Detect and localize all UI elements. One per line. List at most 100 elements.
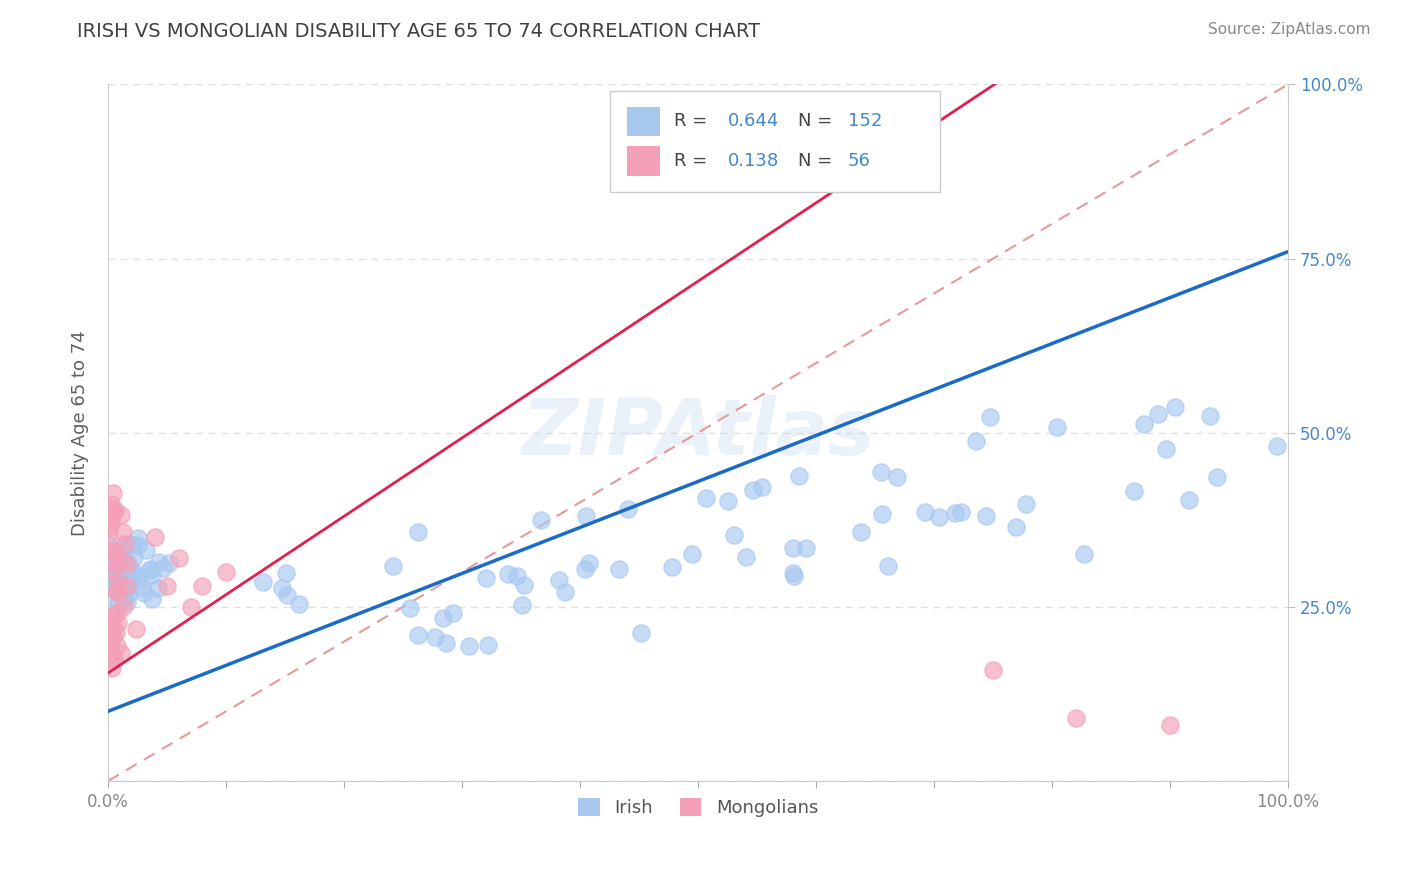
Point (1064, 711, 1087, 725)
Point (1014, 497, 1036, 511)
Point (554, 585, 576, 599)
Point (914, 505, 936, 519)
Point (496, 567, 519, 582)
Point (107, 615, 129, 630)
Point (100, 644, 122, 658)
Point (127, 568, 149, 582)
Point (751, 480, 773, 494)
Text: ZIPAtlas: ZIPAtlas (522, 395, 875, 471)
Point (1206, 469, 1229, 483)
Point (782, 566, 804, 580)
Point (1045, 420, 1067, 434)
Point (100, 502, 122, 516)
Point (1133, 417, 1156, 432)
Point (510, 598, 533, 612)
Point (1198, 409, 1220, 423)
Point (98, 563, 121, 577)
Point (717, 494, 740, 508)
Point (117, 574, 139, 589)
Point (103, 486, 125, 500)
Point (783, 569, 806, 583)
Point (124, 565, 146, 579)
Point (1159, 718, 1181, 732)
Point (575, 508, 598, 523)
Point (98, 552, 121, 566)
Point (104, 573, 127, 587)
Point (609, 562, 631, 576)
Point (101, 557, 124, 571)
Point (101, 555, 124, 569)
Point (115, 568, 138, 582)
Point (104, 544, 127, 558)
Point (121, 538, 143, 552)
Point (107, 599, 129, 613)
Point (111, 551, 134, 566)
Point (98, 626, 121, 640)
Point (104, 580, 127, 594)
Text: 152: 152 (848, 112, 883, 130)
Point (949, 505, 972, 519)
Point (100, 519, 122, 533)
Bar (627, 146, 661, 176)
Point (270, 581, 292, 595)
Point (886, 470, 908, 484)
Point (1163, 401, 1185, 415)
Point (723, 528, 745, 542)
Point (110, 558, 132, 573)
Point (794, 541, 817, 555)
Point (252, 575, 274, 590)
Point (127, 531, 149, 545)
Point (104, 503, 127, 517)
Point (477, 638, 499, 652)
Point (108, 560, 131, 574)
Point (101, 630, 124, 644)
Point (105, 560, 128, 574)
Point (406, 628, 429, 642)
Point (157, 557, 180, 571)
Point (101, 562, 124, 576)
Point (100, 649, 122, 664)
Point (742, 483, 765, 497)
Point (105, 577, 128, 591)
Point (787, 468, 810, 483)
Point (506, 569, 529, 583)
Point (965, 434, 987, 448)
Point (408, 525, 430, 540)
Text: R =: R = (675, 152, 720, 170)
Bar (627, 107, 661, 136)
Point (118, 559, 141, 574)
Point (877, 558, 900, 573)
Point (132, 585, 155, 599)
Point (782, 541, 804, 555)
Text: N =: N = (799, 152, 838, 170)
FancyBboxPatch shape (610, 91, 941, 193)
Point (104, 565, 127, 579)
Point (135, 542, 157, 557)
Point (98, 527, 121, 541)
Point (101, 621, 124, 635)
Point (1005, 520, 1028, 534)
Point (103, 577, 125, 591)
Point (98, 579, 121, 593)
Point (105, 553, 128, 567)
Point (981, 663, 1004, 677)
Point (441, 607, 464, 621)
Point (111, 563, 134, 577)
Point (97, 626, 120, 640)
Point (943, 506, 966, 520)
Point (127, 571, 149, 585)
Point (105, 560, 128, 574)
Point (143, 530, 166, 544)
Point (105, 542, 128, 557)
Point (101, 572, 124, 586)
Point (98, 621, 121, 635)
Point (97, 570, 120, 584)
Point (112, 578, 135, 592)
Point (425, 630, 447, 644)
Point (108, 554, 131, 568)
Point (100, 628, 122, 642)
Point (107, 583, 129, 598)
Point (399, 601, 422, 615)
Point (108, 586, 131, 600)
Point (103, 582, 125, 596)
